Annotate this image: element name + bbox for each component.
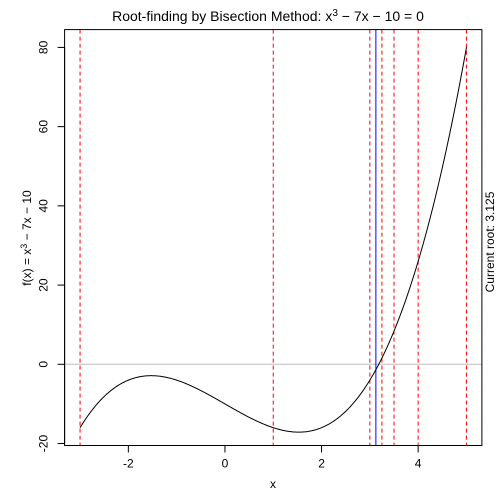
chart-title-suffix: − 7x − 10 = 0 — [338, 8, 424, 24]
y-axis-label: f(x) = x3 − 7x − 10 — [19, 190, 34, 286]
y-axis: -20 0 20 40 60 80 — [37, 40, 66, 453]
x-tick-label-2: 2 — [318, 457, 325, 471]
function-curve — [79, 47, 467, 433]
y-tick-label-0: -20 — [37, 435, 51, 453]
y-tick-label-1: 0 — [37, 361, 51, 368]
chart-title-prefix: Root-finding by Bisection Method: x — [112, 8, 332, 24]
chart-title: Root-finding by Bisection Method: x3 − 7… — [112, 8, 424, 24]
chart-title-exponent: 3 — [332, 8, 338, 19]
function-curve-group — [79, 47, 467, 433]
x-tick-label-3: 4 — [415, 457, 422, 471]
y-axis-label-suffix: − 7x − 10 — [20, 190, 34, 244]
y-tick-label-4: 60 — [37, 120, 51, 134]
x-axis: -2 0 2 4 — [123, 445, 422, 471]
interval-lines — [79, 29, 467, 446]
x-tick-label-0: -2 — [123, 457, 134, 471]
x-tick-label-1: 0 — [222, 457, 229, 471]
y-tick-label-5: 80 — [37, 40, 51, 54]
y-axis-label-exponent: 3 — [19, 244, 29, 249]
y-tick-label-3: 40 — [37, 199, 51, 213]
x-axis-label: x — [270, 477, 276, 491]
y-tick-label-2: 20 — [37, 278, 51, 292]
current-root-label: Current root: 3.125 — [483, 191, 497, 292]
y-axis-label-prefix: f(x) = x — [20, 249, 34, 286]
